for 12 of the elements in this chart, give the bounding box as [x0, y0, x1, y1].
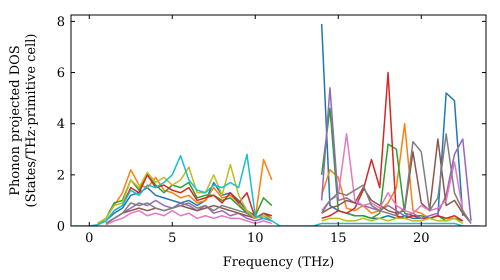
- x-tick-label: 0: [85, 231, 94, 246]
- y-tick-label: 8: [56, 14, 65, 30]
- x-tick-label: 20: [412, 231, 430, 246]
- y-tick-label: 4: [56, 117, 65, 132]
- y-tick-label: 2: [56, 168, 65, 184]
- y-tick-label: 0: [56, 220, 65, 234]
- y-axis-title: Phonon projected DOS (States/THz·primitive cell): [8, 33, 39, 208]
- x-tick-label: 15: [330, 231, 347, 246]
- x-tick-label: 10: [246, 231, 264, 246]
- y-tick-label: 6: [56, 66, 65, 82]
- x-tick-label: 5: [168, 231, 176, 246]
- x-axis-title: Frequency (THz): [222, 255, 334, 270]
